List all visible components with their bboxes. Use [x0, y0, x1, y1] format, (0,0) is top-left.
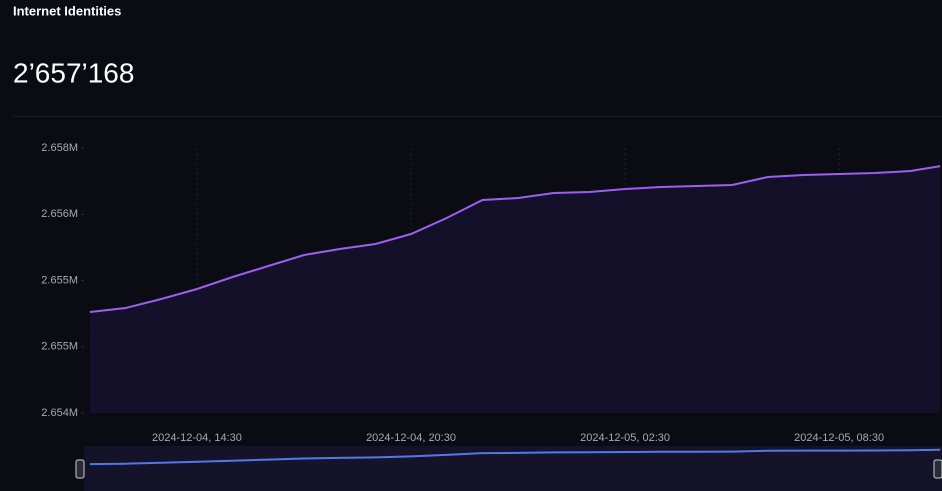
y-tick-label: 2.655M	[41, 341, 78, 353]
line	[89, 165, 941, 313]
x-tick-label: 2024-12-04, 14:30	[152, 432, 242, 444]
y-tick-label: 2.655M	[41, 274, 78, 286]
chart-title: Internet Identities	[13, 3, 121, 18]
y-tick-label: 2.654M	[41, 407, 78, 419]
y-tick-label: 2.656M	[41, 208, 78, 220]
y-tick-label: 2.658M	[41, 142, 78, 154]
x-tick-label: 2024-12-04, 20:30	[366, 432, 456, 444]
navigator-handle-left[interactable]	[75, 459, 85, 479]
headline-value: 2’657’168	[13, 57, 134, 88]
x-tick-label: 2024-12-05, 02:30	[580, 432, 670, 444]
area-fill	[89, 166, 941, 413]
navigator-handle-right[interactable]	[933, 459, 942, 479]
navigator-line	[89, 448, 941, 466]
x-tick-label: 2024-12-05, 08:30	[794, 432, 884, 444]
